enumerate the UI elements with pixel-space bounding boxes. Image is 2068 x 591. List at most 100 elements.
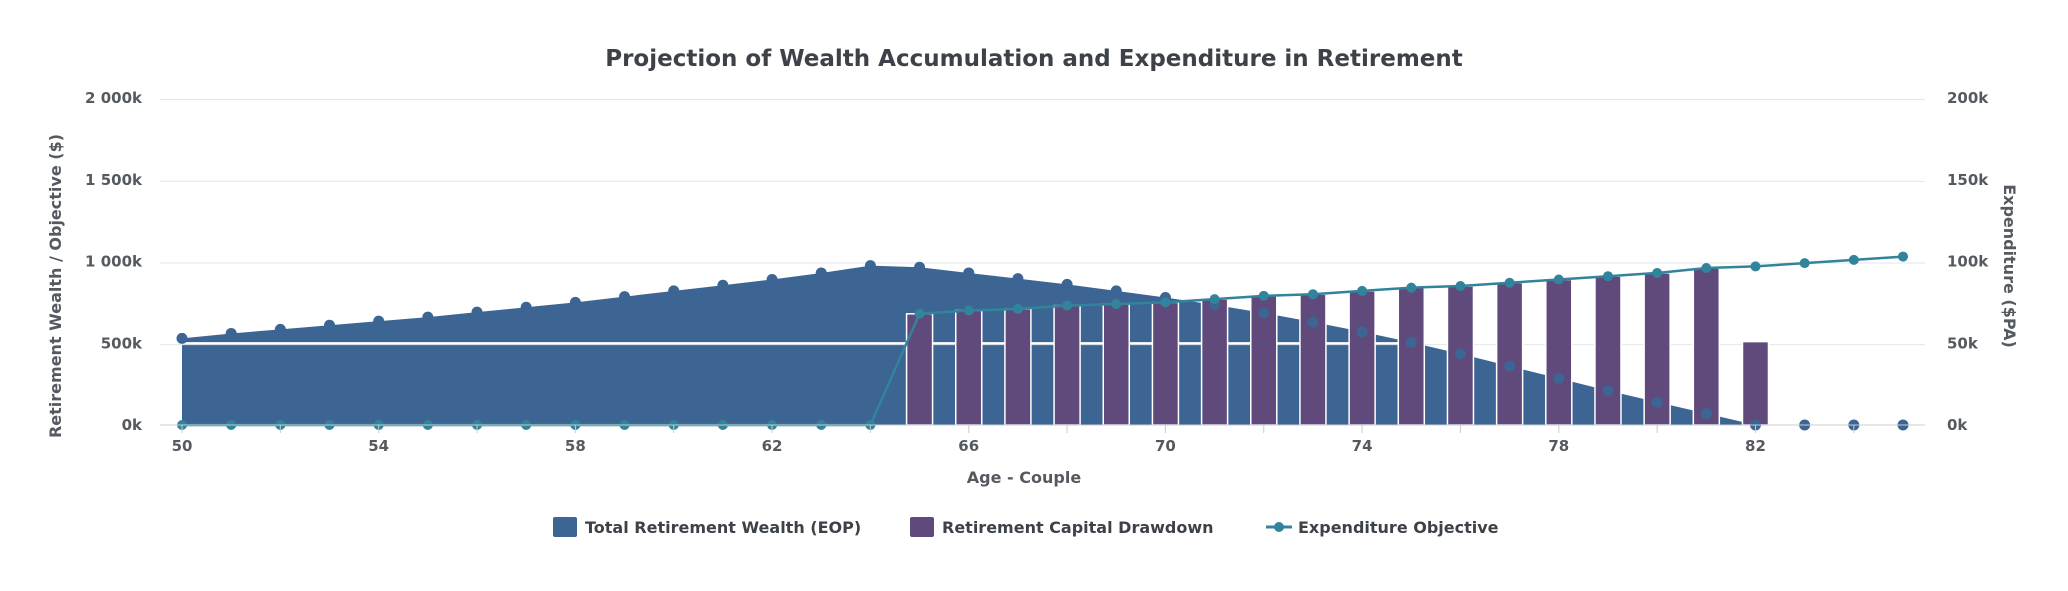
wealth-marker bbox=[176, 332, 188, 344]
x-tick-label: 70 bbox=[1155, 437, 1176, 455]
wealth-marker bbox=[1405, 336, 1417, 348]
drawdown-bar bbox=[1151, 301, 1180, 426]
wealth-marker bbox=[569, 296, 581, 308]
objective-marker bbox=[1799, 258, 1810, 269]
objective-marker bbox=[1307, 289, 1318, 300]
wealth-marker bbox=[1307, 316, 1319, 328]
wealth-marker bbox=[1454, 348, 1466, 360]
objective-marker bbox=[1062, 300, 1073, 311]
y-right-tick-label: 150k bbox=[1947, 171, 1989, 189]
y-left-tick-label: 1 500k bbox=[85, 171, 143, 189]
y-right-tick-label: 200k bbox=[1947, 89, 1989, 107]
markers-layer bbox=[176, 251, 1909, 431]
wealth-marker bbox=[422, 311, 434, 323]
drawdown-bar bbox=[1053, 304, 1081, 426]
objective-marker bbox=[1898, 251, 1908, 262]
objective-marker bbox=[1602, 271, 1613, 282]
objective-marker bbox=[1553, 274, 1564, 285]
legend-item-objective[interactable]: Expenditure Objective bbox=[1266, 518, 1499, 537]
objective-marker bbox=[1750, 261, 1761, 272]
objective-marker bbox=[1012, 303, 1023, 314]
wealth-marker bbox=[963, 267, 975, 279]
axes: 50 54 58 62 66 70 74 78 82 0k 500k 1 000k 1 500k 2 00… bbox=[85, 89, 1989, 455]
drawdown-bar bbox=[1495, 282, 1524, 426]
y-left-tick-label: 2 000k bbox=[85, 89, 143, 107]
x-tick-label: 54 bbox=[368, 437, 389, 455]
wealth-marker bbox=[1553, 372, 1565, 384]
wealth-marker bbox=[1110, 285, 1122, 297]
wealth-marker bbox=[914, 261, 926, 273]
wealth-marker bbox=[373, 315, 385, 327]
wealth-marker bbox=[1061, 278, 1073, 290]
x-tick-label: 62 bbox=[762, 437, 783, 455]
wealth-marker bbox=[1602, 385, 1614, 397]
objective-marker bbox=[1160, 297, 1171, 308]
x-tick-label: 50 bbox=[172, 437, 193, 455]
wealth-marker bbox=[1356, 326, 1368, 338]
legend-marker-objective bbox=[1274, 522, 1284, 532]
legend-swatch-wealth bbox=[553, 517, 577, 537]
x-tick-label: 74 bbox=[1352, 437, 1373, 455]
objective-marker bbox=[1455, 281, 1466, 292]
drawdown-bar bbox=[954, 309, 983, 426]
y-axis-left-title: Retirement Wealth / Objective ($) bbox=[46, 134, 65, 438]
wealth-marker bbox=[619, 291, 631, 303]
objective-marker bbox=[1652, 267, 1663, 278]
drawdown-bar bbox=[1594, 275, 1622, 426]
y-left-tick-label: 1 000k bbox=[85, 253, 143, 271]
wealth-marker bbox=[324, 319, 336, 331]
objective-marker bbox=[1504, 277, 1515, 288]
x-axis-title: Age - Couple bbox=[967, 468, 1082, 487]
drawdown-bar bbox=[905, 313, 934, 426]
x-tick-label: 58 bbox=[565, 437, 586, 455]
wealth-marker bbox=[1504, 360, 1516, 372]
wealth-marker bbox=[864, 260, 876, 272]
objective-marker bbox=[1258, 290, 1269, 301]
objective-marker bbox=[1701, 263, 1712, 274]
chart-title: Projection of Wealth Accumulation and Ex… bbox=[605, 46, 1463, 72]
objective-marker bbox=[1406, 282, 1417, 293]
objective-marker bbox=[1848, 254, 1859, 265]
legend-label-drawdown: Retirement Capital Drawdown bbox=[942, 518, 1214, 537]
legend-swatch-drawdown bbox=[910, 517, 934, 537]
drawdown-bar bbox=[1200, 298, 1229, 426]
drawdown-bar bbox=[1102, 303, 1131, 426]
y-right-tick-label: 0k bbox=[1947, 416, 1968, 434]
objective-marker bbox=[1357, 285, 1368, 296]
legend-item-drawdown[interactable]: Retirement Capital Drawdown bbox=[910, 517, 1214, 537]
drawdown-bar bbox=[1741, 340, 1770, 426]
x-tick-label: 66 bbox=[958, 437, 979, 455]
legend-label-objective: Expenditure Objective bbox=[1298, 518, 1499, 537]
drawdown-bar bbox=[1545, 278, 1573, 426]
y-axis-right-title: Expenditure ($PA) bbox=[2000, 184, 2019, 348]
wealth-marker bbox=[1012, 273, 1024, 285]
y-left-tick-label: 0k bbox=[122, 416, 143, 434]
objective-marker bbox=[1209, 294, 1220, 305]
wealth-marker bbox=[766, 273, 778, 285]
wealth-marker bbox=[471, 306, 483, 318]
objective-marker bbox=[914, 308, 925, 319]
drawdown-bar bbox=[1692, 267, 1721, 426]
wealth-marker bbox=[274, 323, 286, 335]
objective-marker bbox=[963, 305, 974, 316]
x-tick-label: 82 bbox=[1745, 437, 1766, 455]
legend-label-wealth: Total Retirement Wealth (EOP) bbox=[585, 518, 861, 537]
x-tick-label: 78 bbox=[1548, 437, 1569, 455]
wealth-marker bbox=[717, 279, 729, 291]
y-left-tick-label: 500k bbox=[101, 334, 143, 352]
wealth-marker bbox=[520, 301, 532, 313]
wealth-marker bbox=[1258, 307, 1270, 319]
drawdown-bar bbox=[1397, 286, 1426, 426]
y-right-tick-label: 100k bbox=[1947, 253, 1989, 271]
legend: Total Retirement Wealth (EOP) Retirement… bbox=[553, 517, 1499, 537]
wealth-marker bbox=[668, 285, 680, 297]
legend-item-wealth[interactable]: Total Retirement Wealth (EOP) bbox=[553, 517, 861, 537]
drawdown-bar bbox=[1299, 293, 1327, 426]
wealth-marker bbox=[815, 267, 827, 279]
drawdown-bar bbox=[1004, 308, 1032, 426]
drawdown-bar bbox=[1348, 290, 1376, 426]
wealth-marker bbox=[1700, 408, 1712, 420]
wealth-marker bbox=[1651, 396, 1663, 408]
